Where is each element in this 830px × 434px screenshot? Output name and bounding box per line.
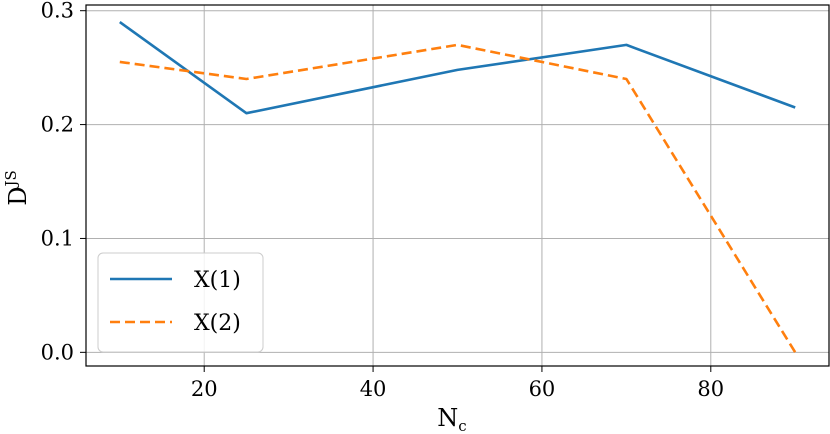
x-axis-label: Nc bbox=[437, 404, 466, 434]
series-line-2 bbox=[119, 43, 797, 353]
x-tick-label: 60 bbox=[529, 377, 556, 401]
x-tick-label: 20 bbox=[191, 377, 218, 401]
y-tick-label: 0.3 bbox=[41, 0, 74, 23]
y-axis-label-sup: JS bbox=[2, 170, 20, 188]
series-layer bbox=[119, 21, 797, 353]
x-tick-label: 80 bbox=[697, 377, 724, 401]
y-axis-label-main: D bbox=[4, 187, 32, 206]
legend: X(1) X(2) bbox=[97, 252, 264, 353]
series-line-1 bbox=[119, 21, 796, 115]
plot-area-frame bbox=[85, 4, 830, 367]
y-axis-label: DJS bbox=[2, 170, 32, 206]
y-tick-label: 0.2 bbox=[41, 113, 74, 137]
x-axis-label-sub: c bbox=[458, 417, 466, 434]
axis-ticks: 20 40 60 80 0.0 0.1 0.2 0.3 bbox=[41, 0, 725, 401]
x-axis-label-main: N bbox=[437, 404, 458, 432]
y-tick-label: 0.0 bbox=[41, 340, 74, 364]
y-tick-label: 0.1 bbox=[41, 226, 74, 250]
x-tick-label: 40 bbox=[360, 377, 387, 401]
legend-label-x1: X(1) bbox=[194, 268, 241, 293]
legend-label-x2: X(2) bbox=[194, 311, 241, 336]
